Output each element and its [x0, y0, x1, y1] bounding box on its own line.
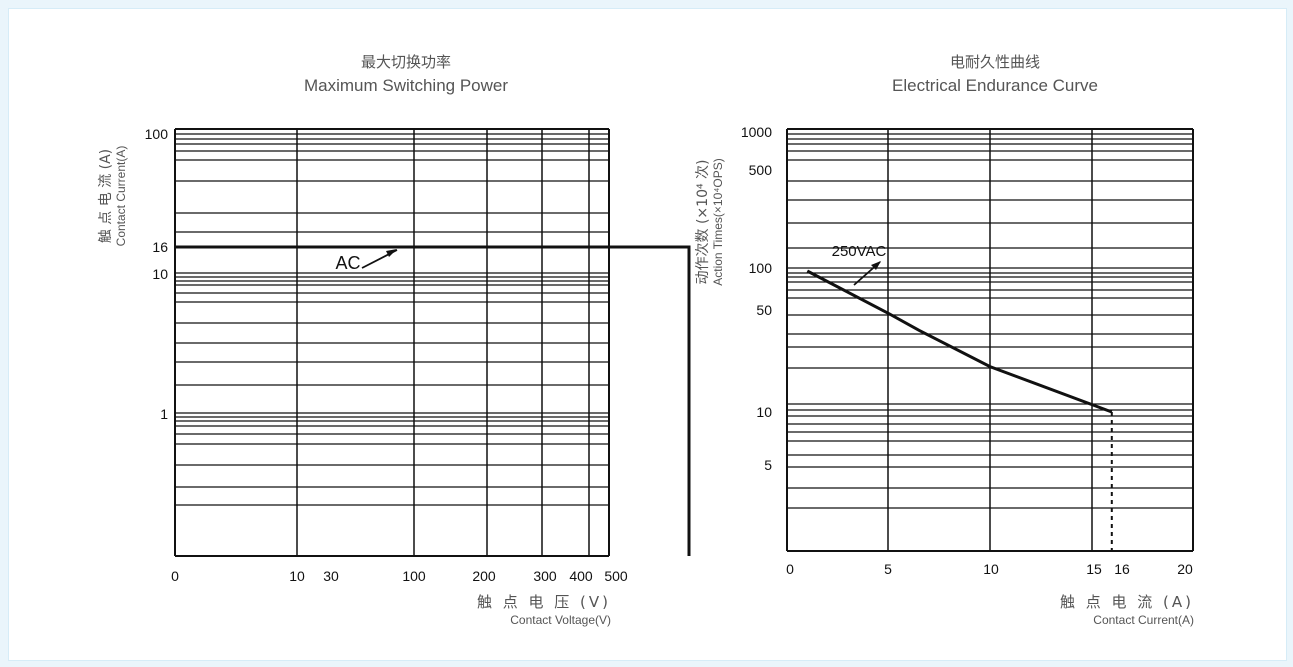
chart1-grid [174, 128, 610, 557]
chart2-x-ticks: 0 5 10 15 16 20 [786, 561, 1193, 577]
chart2-subtitle: Electrical Endurance Curve [892, 76, 1098, 95]
chart2-annotation-arrowhead [871, 261, 881, 270]
chart2-xlabel: Contact Current(A) [1093, 613, 1194, 627]
chart1-y-tick-label: 100 [145, 126, 169, 142]
chart2-y-tick-label: 10 [756, 404, 772, 420]
chart1-x-tick-label: 0 [171, 568, 179, 584]
chart1-ylabel-cn: 触 点 电 流 (A) [98, 149, 114, 243]
chart2-y-tick-label: 500 [749, 162, 773, 178]
chart1-x-ticks: 0 10 30 100 200 300 400 500 [171, 568, 628, 584]
chart1-ylabel: Contact Current(A) [114, 146, 128, 247]
chart2-ylabel: Action Times(×10⁴OPS) [711, 158, 725, 286]
chart2-grid [786, 128, 1194, 552]
chart1-x-tick-label: 400 [569, 568, 593, 584]
chart2-series: 250VAC [806, 243, 1113, 551]
chart1-x-tick-label: 100 [402, 568, 426, 584]
chart2-series-250vac-line [806, 269, 1113, 414]
chart2-annotation-label: 250VAC [832, 243, 887, 260]
chart1-y-ticks: 100 16 10 1 [145, 126, 169, 422]
chart1-xlabel-cn: 触 点 电 压 (V) [477, 593, 611, 611]
chart2-x-tick-label: 15 [1086, 561, 1102, 577]
chart2-x-tick-label: 5 [884, 561, 892, 577]
chart2-x-tick-label: 20 [1177, 561, 1193, 577]
chart1-x-tick-label: 10 [289, 568, 305, 584]
chart2-x-tick-label: 16 [1114, 561, 1130, 577]
chart2-y-tick-label: 100 [749, 260, 773, 276]
chart1-series-ac-line [175, 245, 691, 556]
chart1-y-tick-label: 16 [152, 239, 168, 255]
chart2-title: 电耐久性曲线 [950, 53, 1040, 71]
chart2-x-tick-label: 0 [786, 561, 794, 577]
chart1-x-tick-label: 30 [323, 568, 339, 584]
chart1-x-tick-label: 200 [472, 568, 496, 584]
chart1-x-tick-label: 300 [533, 568, 557, 584]
chart1-xlabel: Contact Voltage(V) [510, 613, 611, 627]
chart1-annotation-label: AC [335, 253, 360, 273]
chart1-subtitle: Maximum Switching Power [304, 76, 508, 95]
chart1-x-tick-label: 500 [604, 568, 628, 584]
chart2-x-tick-label: 10 [983, 561, 999, 577]
chart-1: 最大切换功率 Maximum Switching Power 0 10 30 100 2… [98, 53, 691, 627]
chart1-series: AC [175, 245, 691, 556]
chart2-y-ticks: 1000 500 100 50 10 5 [741, 124, 772, 473]
chart2-y-tick-label: 5 [764, 457, 772, 473]
chart2-ylabel-cn: 动作次数 (×10⁴ 次) [695, 160, 711, 285]
chart1-annotation-arrowhead [386, 249, 397, 257]
chart1-y-tick-label: 10 [152, 266, 168, 282]
chart1-title: 最大切换功率 [361, 53, 451, 71]
chart2-y-tick-label: 50 [756, 302, 772, 318]
chart2-xlabel-cn: 触 点 电 流 (A) [1060, 593, 1194, 611]
chart1-y-tick-label: 1 [160, 406, 168, 422]
chart-2: 电耐久性曲线 Electrical Endurance Curve 0 5 10 15… [695, 53, 1194, 627]
chart2-y-tick-label: 1000 [741, 124, 772, 140]
